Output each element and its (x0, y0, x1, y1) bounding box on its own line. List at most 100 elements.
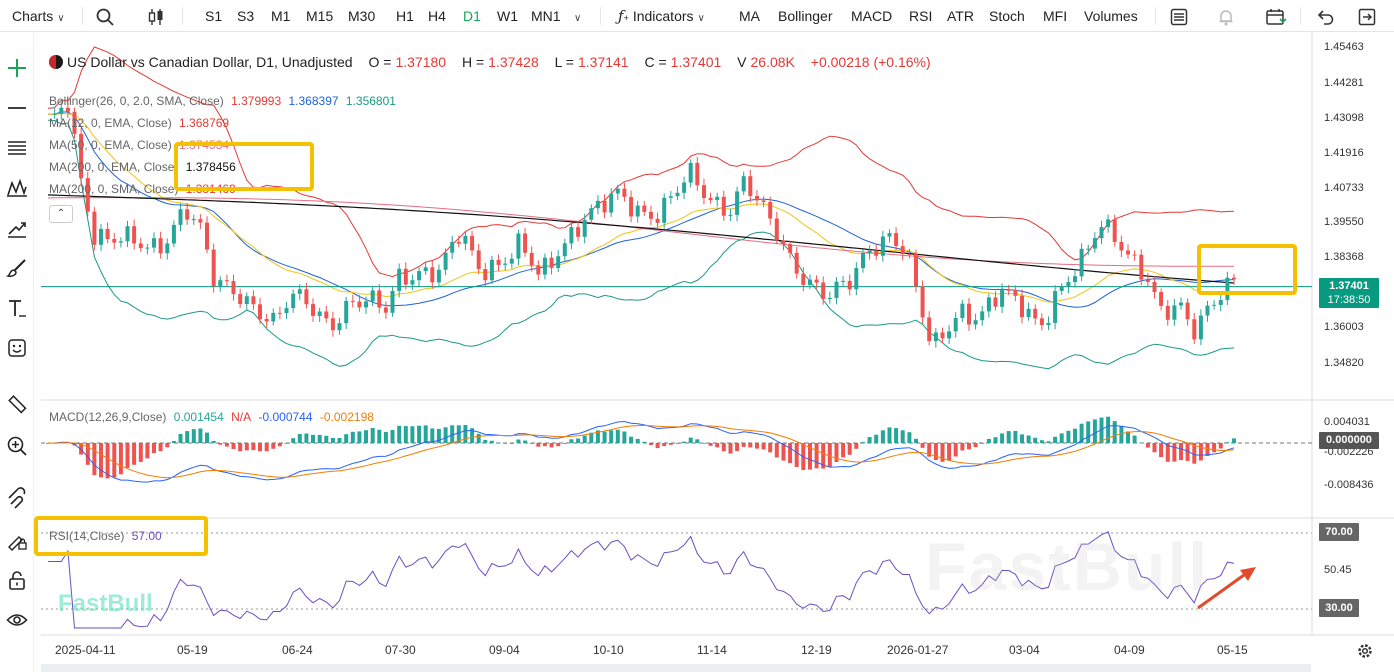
macd-histogram-bar (244, 443, 249, 451)
timeframe-s3[interactable]: S3 (237, 8, 255, 24)
macd-histogram-bar (178, 434, 183, 443)
candle-body (1139, 254, 1144, 280)
candle-body (827, 297, 832, 299)
indicator-rsi[interactable]: RSI (909, 8, 933, 24)
indicator-ma[interactable]: MA (739, 8, 760, 24)
legend-collapse-button[interactable]: ⌃ (49, 205, 73, 223)
candle-body (1205, 305, 1210, 316)
macd-histogram-bar (980, 443, 985, 444)
timeframe-h1[interactable]: H1 (396, 8, 414, 24)
crosshair-tool[interactable] (3, 54, 31, 82)
candle-body (1046, 322, 1051, 325)
multi-line-tool[interactable] (3, 134, 31, 162)
macd-histogram-bar (794, 443, 799, 467)
macd-histogram-bar (808, 443, 812, 470)
macd-histogram-bar (377, 429, 382, 443)
macd-histogram-bar (781, 443, 786, 461)
timeframe-d1[interactable]: D1 (463, 8, 481, 24)
search-button[interactable] (95, 0, 115, 32)
ma200-sma-legend[interactable]: MA(200, 0, SMA, Close) 1.381469 (49, 182, 240, 196)
visibility-tool[interactable] (3, 606, 31, 634)
macd-histogram-bar (324, 435, 329, 443)
candle-body (105, 228, 110, 239)
brush-icon (6, 259, 26, 277)
ruler-tool[interactable] (3, 390, 31, 418)
chart-type-button[interactable] (146, 0, 166, 32)
indicator-stoch[interactable]: Stoch (989, 8, 1025, 24)
layout-button[interactable] (1169, 0, 1189, 32)
bollinger-middle-band (47, 111, 1235, 308)
candle-body (112, 239, 117, 243)
macd-legend[interactable]: MACD(12,26,9,Close) 0.001454 N/A -0.0007… (49, 410, 378, 424)
candle-body (1039, 318, 1044, 325)
macd-histogram-bar (85, 443, 90, 465)
macd-label: MACD(12,26,9,Close) (49, 410, 167, 424)
candle-body (218, 280, 223, 287)
macd-histogram-bar (158, 443, 163, 452)
ma12-line (48, 113, 1235, 303)
ma200-ema-legend[interactable]: MA(200, 0, EMA, Close) 1.378456 (49, 160, 240, 174)
brush-tool[interactable] (3, 254, 31, 282)
timeframe-m15[interactable]: M15 (306, 8, 334, 24)
lock-tool[interactable] (3, 566, 31, 594)
lock-drawing-tool[interactable] (3, 526, 31, 554)
macd-histogram-bar (198, 428, 203, 443)
chart-settings-button[interactable] (1356, 642, 1374, 660)
macd-hist-value: 0.001454 (173, 410, 224, 424)
exit-button[interactable] (1357, 0, 1377, 32)
macd-histogram-bar (880, 430, 885, 443)
indicator-mfi[interactable]: MFI (1043, 8, 1068, 24)
macd-histogram-bar (311, 434, 315, 443)
bollinger-legend[interactable]: Bollinger(26, 0, 2.0, SMA, Close) 1.3799… (49, 94, 400, 108)
undo-button[interactable] (1316, 0, 1336, 32)
line-tool[interactable] (3, 94, 31, 122)
macd-histogram-bar (562, 443, 567, 444)
trend-tool[interactable] (3, 214, 31, 242)
timeframe-m30[interactable]: M30 (348, 8, 376, 24)
ma12-legend[interactable]: MA(12, 0, EMA, Close) 1.368769 (49, 116, 233, 130)
timeframe-s1[interactable]: S1 (205, 8, 223, 24)
candle-body (456, 241, 461, 244)
timeframe-h4[interactable]: H4 (428, 8, 446, 24)
timeframe-m1[interactable]: M1 (271, 8, 291, 24)
calendar-button[interactable] (1265, 0, 1287, 32)
trend-arrow (1197, 573, 1245, 610)
macd-histogram-bar (284, 443, 289, 444)
candle-countdown: 17:38:50 (1327, 294, 1371, 306)
indicator-macd[interactable]: MACD (851, 8, 893, 24)
macd-histogram-bar (1099, 417, 1104, 443)
macd-histogram-bar (1026, 435, 1031, 443)
current-price-value: 1.37401 (1329, 280, 1369, 292)
candle-body (430, 267, 435, 283)
timeframe-more-button[interactable]: ∨ (570, 0, 581, 32)
timeframe-mn1[interactable]: MN1 (531, 8, 561, 24)
magnet-tool[interactable] (3, 484, 31, 512)
timeframe-w1[interactable]: W1 (497, 8, 518, 24)
charts-menu[interactable]: Charts ∨ (12, 0, 65, 32)
candle-body (781, 240, 786, 245)
macd-histogram-bar (264, 443, 269, 452)
rsi-legend[interactable]: RSI(14,Close) 57.00 (49, 529, 166, 543)
indicator-bollinger[interactable]: Bollinger (778, 8, 833, 24)
open-label: O = (368, 54, 392, 70)
emoji-tool[interactable] (3, 334, 31, 362)
text-tool[interactable] (3, 294, 31, 322)
indicators-menu[interactable]: ƒ+ Indicators ∨ (618, 0, 705, 32)
ohlc-open: O = 1.37180 (368, 54, 450, 70)
time-tick: 10-10 (593, 643, 624, 657)
indicator-atr[interactable]: ATR (947, 8, 974, 24)
macd-histogram-bar (914, 438, 918, 443)
macd-histogram-bar (920, 443, 925, 448)
pattern-tool[interactable] (3, 174, 31, 202)
candle-body (973, 320, 978, 325)
indicator-volumes[interactable]: Volumes (1084, 8, 1138, 24)
alert-button[interactable] (1216, 0, 1236, 32)
candle-body (834, 281, 839, 298)
candle-body (1218, 300, 1223, 305)
price-tick: 1.38368 (1324, 251, 1364, 263)
zoom-in-tool[interactable] (3, 432, 31, 460)
candle-body (509, 258, 514, 264)
macd-histogram-bar (1112, 421, 1117, 443)
candle-body (463, 235, 468, 244)
